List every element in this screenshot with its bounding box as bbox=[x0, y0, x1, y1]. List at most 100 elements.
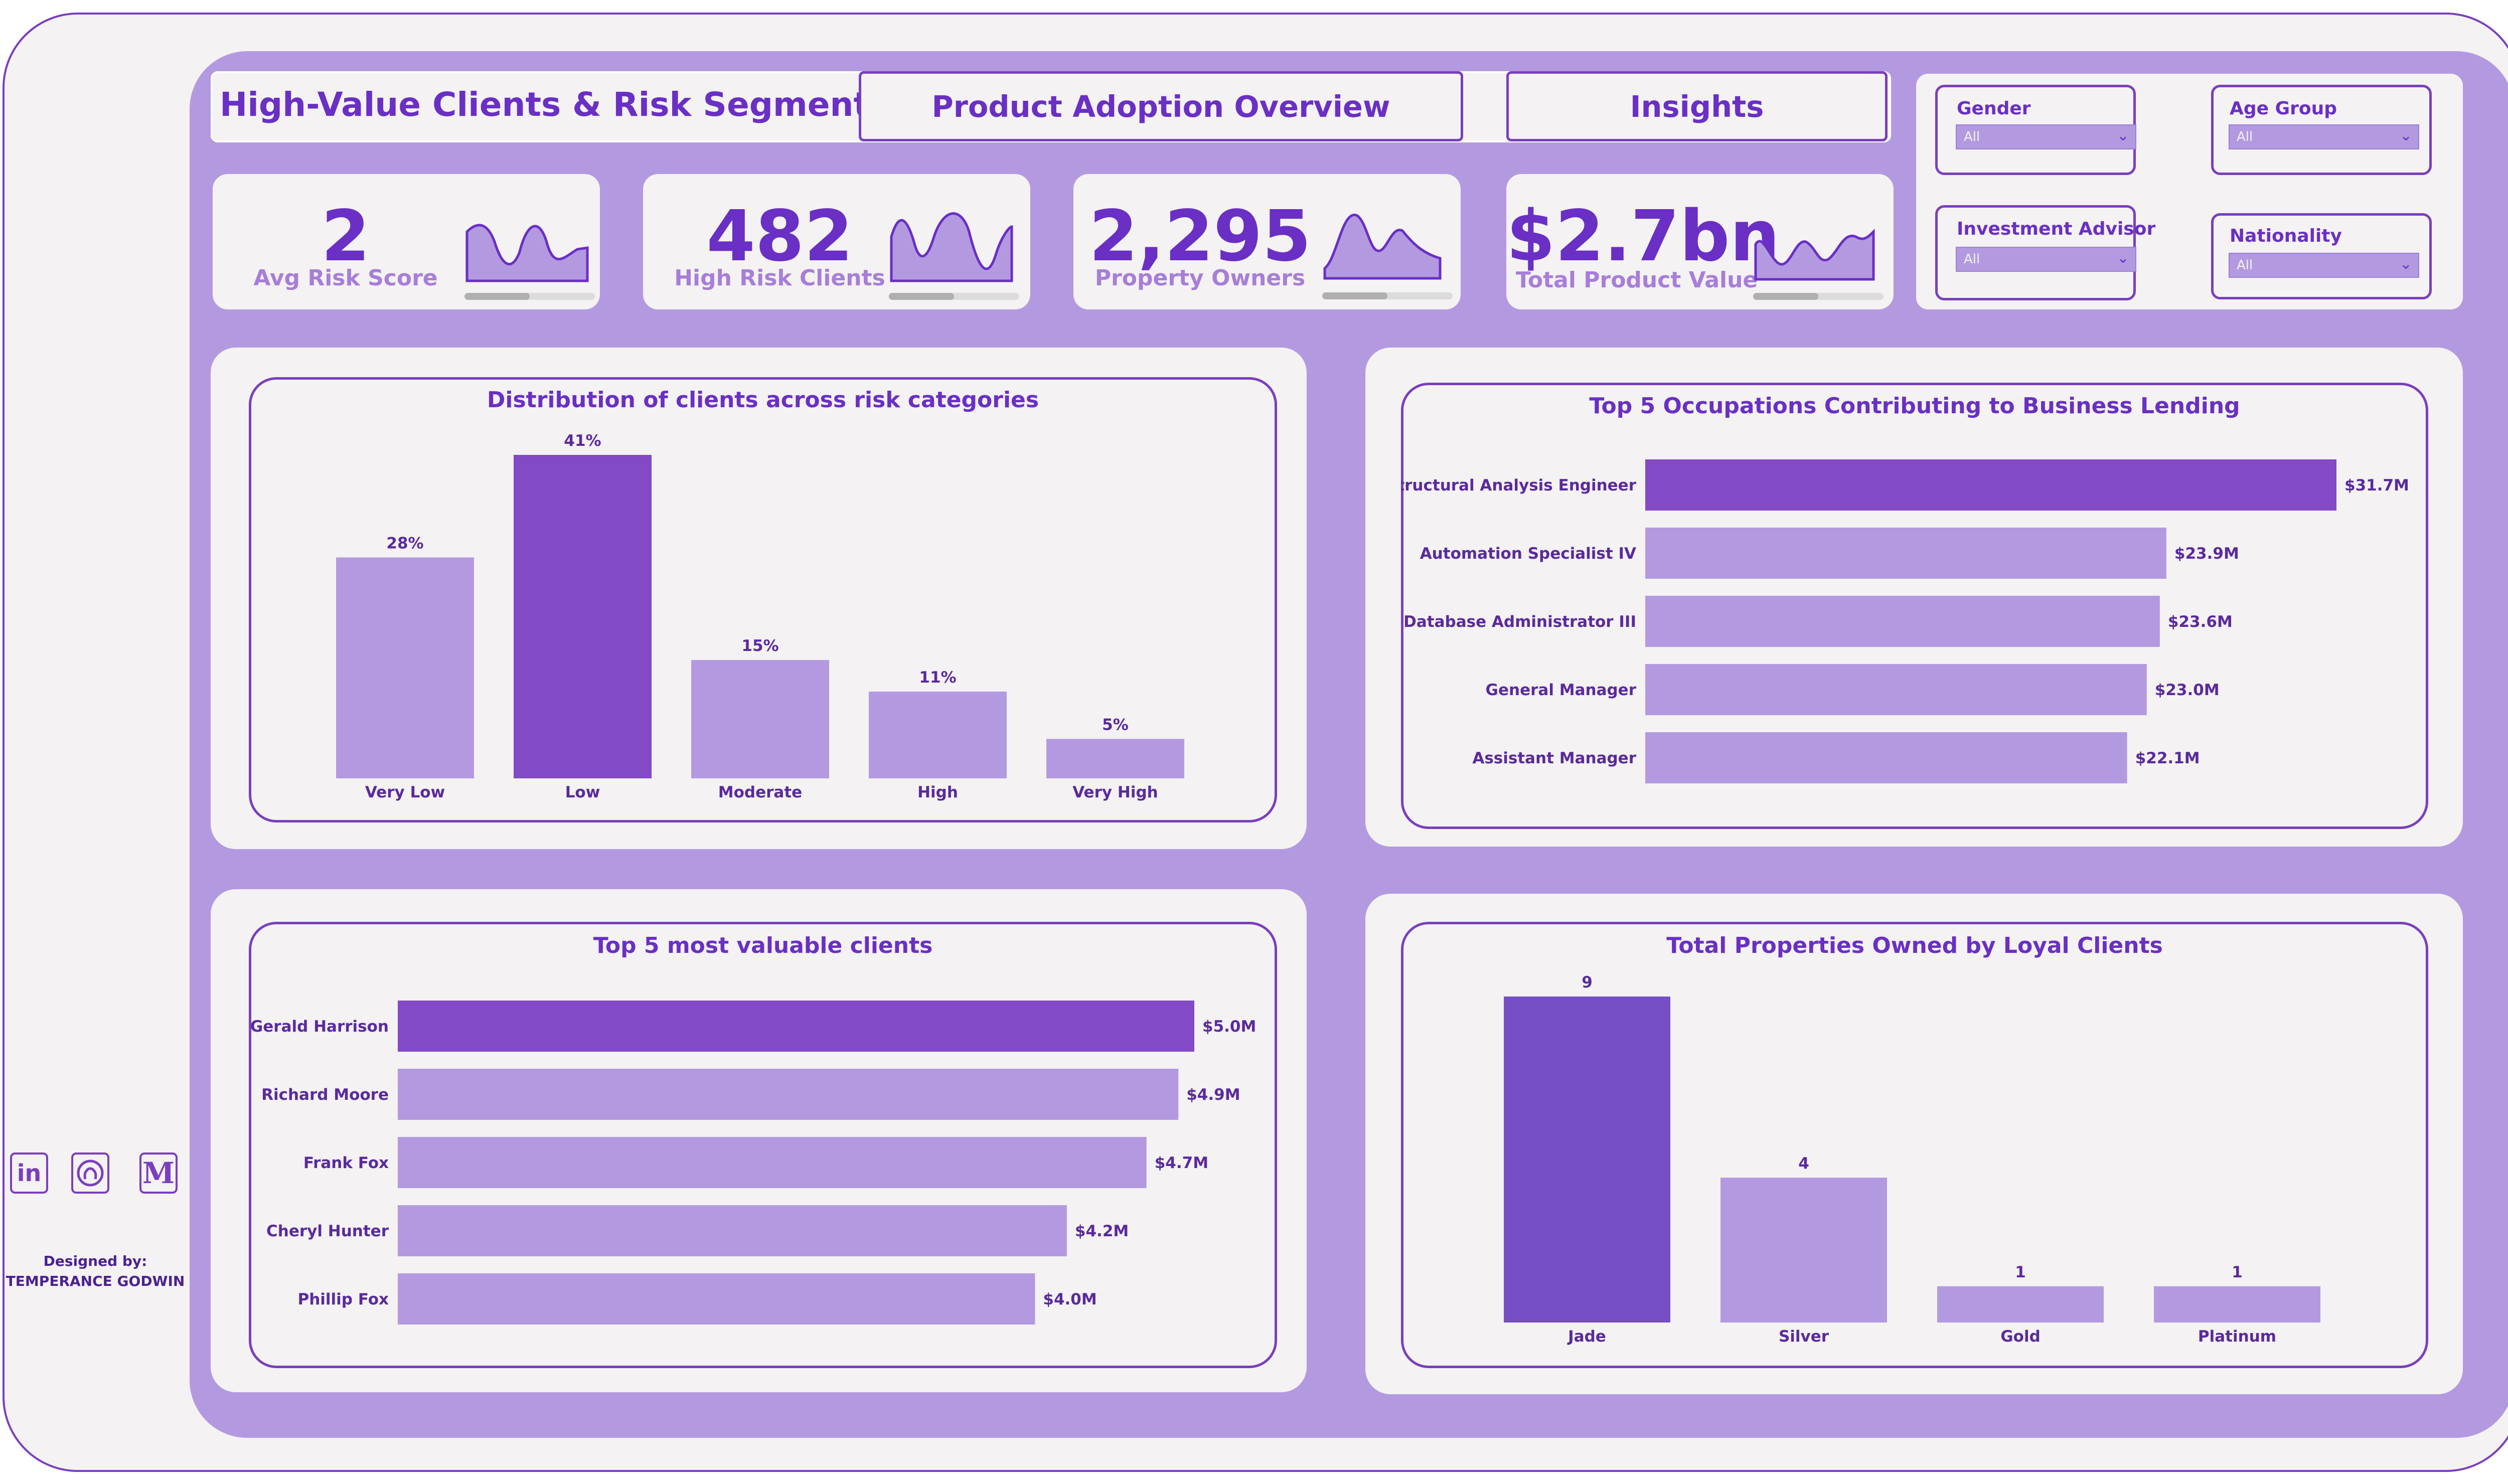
kpi-label: High Risk Clients bbox=[674, 265, 885, 291]
valuable-clients-panel bbox=[249, 922, 1277, 1368]
nationality-dropdown[interactable]: All ⌄ bbox=[2229, 253, 2419, 278]
chevron-down-icon: ⌄ bbox=[2116, 127, 2129, 144]
kpi-value: 2,295 bbox=[1089, 196, 1311, 277]
data-label: $5.0M bbox=[1202, 1018, 1256, 1036]
risk-distribution-chart: 28% Very Low 41% Low 15% Moderate 11% High 5% Ver… bbox=[336, 432, 1184, 801]
category-label: Jade bbox=[1567, 1328, 1606, 1346]
filter-panel: Gender All ⌄ Age Group All ⌄ Investment … bbox=[1916, 74, 2463, 309]
category-label: Automation Specialist IV bbox=[1420, 545, 1636, 563]
category-label: Moderate bbox=[718, 783, 802, 801]
data-label: 15% bbox=[741, 637, 778, 655]
dropdown-value: All bbox=[1964, 129, 1980, 144]
bar bbox=[336, 557, 474, 778]
bar bbox=[691, 660, 829, 778]
dropdown-value: All bbox=[2237, 129, 2253, 144]
category-label: Silver bbox=[1779, 1328, 1829, 1346]
github-icon[interactable] bbox=[71, 1152, 109, 1194]
bar bbox=[398, 1205, 1067, 1256]
data-label: 4 bbox=[1798, 1155, 1809, 1173]
kpi-card-property-owners: 2,295 Property Owners bbox=[1073, 174, 1461, 309]
bar bbox=[398, 1069, 1179, 1120]
page-title: High-Value Clients & Risk Segment bbox=[220, 85, 870, 124]
category-label: Richard Moore bbox=[261, 1086, 389, 1104]
medium-icon[interactable]: M bbox=[139, 1152, 178, 1194]
bar bbox=[398, 1137, 1147, 1188]
category-label: Frank Fox bbox=[303, 1154, 389, 1172]
category-label: Platinum bbox=[2198, 1328, 2276, 1346]
risk-distribution-panel bbox=[249, 377, 1277, 822]
bar bbox=[398, 1273, 1035, 1325]
designer-credit: Designed by: TEMPERANCE GODWIN bbox=[0, 1251, 191, 1291]
occupations-panel bbox=[1401, 383, 2428, 829]
kpi-value: $2.7bn bbox=[1506, 196, 1780, 277]
slicer-label: Gender bbox=[1957, 98, 2031, 119]
sparkline-icon bbox=[1322, 214, 1453, 299]
gender-dropdown[interactable]: All ⌄ bbox=[1956, 124, 2136, 149]
kpi-value: 2 bbox=[321, 196, 370, 277]
investment-advisor-dropdown[interactable]: All ⌄ bbox=[1956, 247, 2136, 272]
kpi-card-total-value: $2.7bn Total Product Value bbox=[1506, 174, 1894, 309]
category-label: Database Administrator III bbox=[1403, 613, 1636, 631]
dropdown-value: All bbox=[2237, 258, 2253, 273]
age-group-dropdown[interactable]: All ⌄ bbox=[2229, 124, 2419, 149]
slicer-gender: Gender All ⌄ bbox=[1935, 85, 2136, 175]
slicer-label: Age Group bbox=[2230, 98, 2337, 119]
sparkline-icon bbox=[464, 224, 595, 300]
bar bbox=[1645, 459, 2336, 511]
kpi-label: Avg Risk Score bbox=[253, 265, 438, 291]
category-label: Structural Analysis Engineer bbox=[1401, 476, 1637, 494]
data-label: $4.2M bbox=[1075, 1222, 1129, 1240]
bar bbox=[1645, 528, 2166, 579]
data-label: 11% bbox=[919, 669, 956, 687]
category-label: Cheryl Hunter bbox=[266, 1222, 389, 1240]
bar bbox=[398, 1001, 1194, 1052]
kpi-label: Property Owners bbox=[1094, 265, 1306, 291]
category-label: Gerald Harrison bbox=[250, 1018, 389, 1036]
category-label: Very Low bbox=[365, 783, 445, 801]
data-label: 1 bbox=[2015, 1263, 2026, 1281]
chart-title: Distribution of clients across risk cate… bbox=[487, 387, 1039, 413]
category-label: General Manager bbox=[1486, 681, 1637, 699]
bar bbox=[1046, 739, 1184, 778]
bar bbox=[1645, 664, 2147, 715]
chevron-down-icon: ⌄ bbox=[2399, 255, 2412, 273]
bar bbox=[1937, 1286, 2104, 1323]
kpi-card-high-risk: 482 High Risk Clients bbox=[643, 174, 1030, 309]
bar bbox=[2154, 1286, 2320, 1323]
category-label: High bbox=[917, 783, 958, 801]
data-label: $22.1M bbox=[2135, 749, 2200, 767]
data-label: $23.9M bbox=[2174, 545, 2239, 563]
chart-title: Top 5 Occupations Contributing to Busine… bbox=[1589, 393, 2240, 419]
properties-panel bbox=[1401, 922, 2428, 1368]
chart-title: Top 5 most valuable clients bbox=[593, 933, 933, 958]
category-label: Assistant Manager bbox=[1472, 749, 1636, 767]
data-label: 1 bbox=[2232, 1263, 2243, 1281]
data-label: $23.6M bbox=[2168, 613, 2233, 631]
designer-label: Designed by: bbox=[43, 1253, 147, 1269]
slicer-nationality: Nationality All ⌄ bbox=[2211, 213, 2432, 299]
chart-title: Total Properties Owned by Loyal Clients bbox=[1666, 933, 2163, 958]
data-label: 5% bbox=[1102, 716, 1129, 734]
properties-chart: 9 Jade 4 Silver 1 Gold 1 Platinum bbox=[1504, 973, 2320, 1346]
designer-name: TEMPERANCE GODWIN bbox=[6, 1273, 185, 1289]
slicer-label: Nationality bbox=[2230, 226, 2342, 246]
category-label: Very High bbox=[1072, 783, 1158, 801]
bar bbox=[1645, 732, 2127, 783]
bar bbox=[869, 691, 1007, 778]
slicer-age-group: Age Group All ⌄ bbox=[2211, 85, 2432, 175]
bar bbox=[1645, 596, 2160, 647]
sparkline-icon bbox=[889, 212, 1019, 300]
data-label: $4.9M bbox=[1186, 1086, 1240, 1104]
nav-button-product-adoption[interactable]: Product Adoption Overview bbox=[859, 71, 1463, 141]
nav-button-insights[interactable]: Insights bbox=[1506, 71, 1888, 141]
data-label: 28% bbox=[386, 535, 423, 553]
bar bbox=[514, 455, 652, 778]
category-label: Phillip Fox bbox=[298, 1290, 389, 1308]
linkedin-icon[interactable]: in bbox=[10, 1152, 48, 1194]
data-label: 9 bbox=[1582, 973, 1593, 992]
data-label: 41% bbox=[564, 432, 601, 450]
data-label: $4.0M bbox=[1043, 1290, 1096, 1308]
data-label: $31.7M bbox=[2344, 476, 2409, 494]
chevron-down-icon: ⌄ bbox=[2399, 127, 2412, 144]
bar bbox=[1720, 1178, 1887, 1323]
